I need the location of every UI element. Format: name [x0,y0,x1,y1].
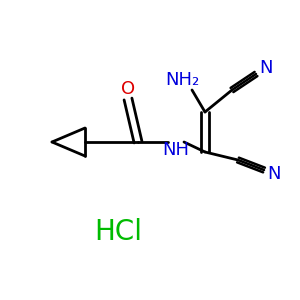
Text: NH₂: NH₂ [165,71,199,89]
Text: O: O [121,80,135,98]
Text: HCl: HCl [94,218,142,246]
Text: N: N [259,59,273,77]
Text: NH: NH [163,141,190,159]
Text: N: N [267,165,281,183]
